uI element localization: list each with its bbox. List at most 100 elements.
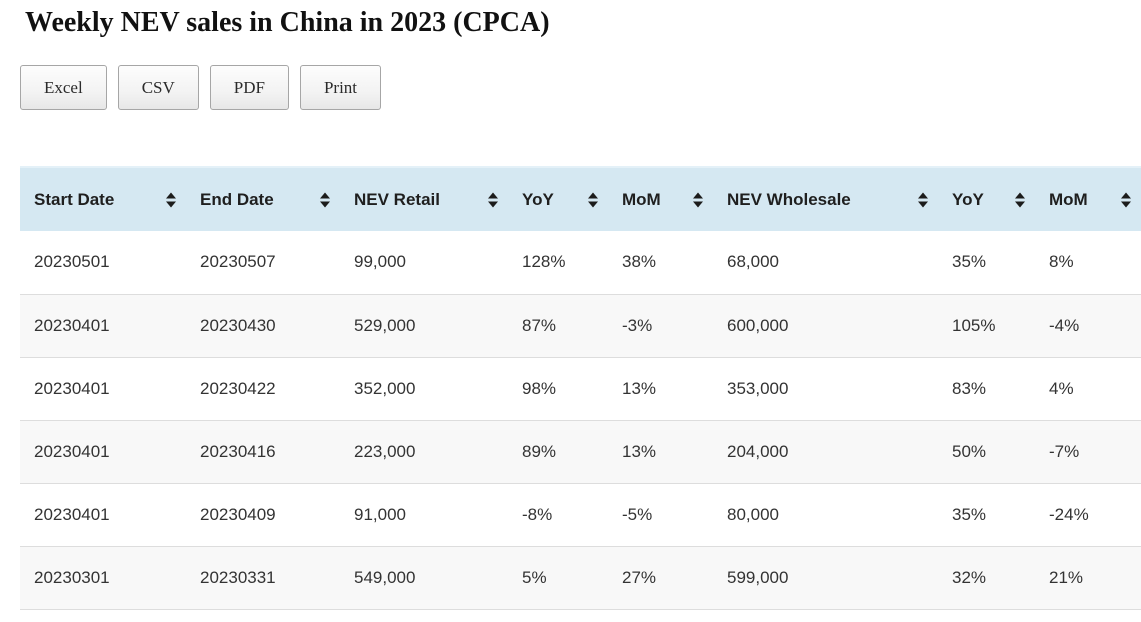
table-cell-retail-yoy: -8% — [522, 504, 553, 524]
table-row: 20230401 20230416 223,000 89% 13% 204,000 50% -… — [20, 420, 1141, 483]
table-cell-wholesale-mom: 4% — [1049, 378, 1074, 398]
table-wrap: Start Date End Date NEV Retail YoY MoM NEV Wh… — [20, 166, 1141, 610]
sort-updown-icon — [320, 192, 330, 207]
sort-down-arrow — [166, 201, 176, 207]
excel-button[interactable]: Excel — [20, 65, 107, 110]
sort-up-arrow — [166, 192, 176, 198]
table-cell-wholesale-yoy: 35% — [952, 252, 987, 272]
table-cell-nev-wholesale: 68,000 — [727, 252, 779, 272]
sort-down-arrow — [320, 201, 330, 207]
table-row: 20230401 20230409 91,000 -8% -5% 80,000 35% -24… — [20, 483, 1141, 546]
table-cell-retail-mom: 27% — [622, 567, 657, 587]
table-cell-retail-mom: -3% — [622, 315, 653, 335]
table-row: 20230401 20230422 352,000 98% 13% 353,000 83% 4… — [20, 357, 1141, 420]
table-row: 20230301 20230331 549,000 5% 27% 599,000 32% 21… — [20, 546, 1141, 609]
table-cell-nev-wholesale: 600,000 — [727, 315, 789, 335]
table-cell-nev-retail: 529,000 — [354, 315, 416, 335]
sort-up-arrow — [1015, 192, 1025, 198]
column-header-label: Start Date — [34, 189, 115, 209]
table-cell-wholesale-mom: 8% — [1049, 252, 1074, 272]
sort-up-arrow — [918, 192, 928, 198]
table-cell-start-date: 20230401 — [34, 504, 110, 524]
table-cell-wholesale-yoy: 105% — [952, 315, 996, 335]
column-header-wholesale-mom[interactable]: MoM — [1035, 166, 1141, 231]
sort-up-arrow — [693, 192, 703, 198]
column-header-end-date[interactable]: End Date — [186, 166, 340, 231]
table-body: 20230501 20230507 99,000 128% 38% 68,000 35% 8%… — [20, 231, 1141, 609]
table-cell-nev-retail: 223,000 — [354, 441, 416, 461]
sort-down-arrow — [588, 201, 598, 207]
table-cell-retail-yoy: 128% — [522, 252, 566, 272]
csv-button[interactable]: CSV — [117, 65, 199, 110]
table-cell-nev-retail: 99,000 — [354, 252, 406, 272]
table-cell-wholesale-mom: 21% — [1049, 567, 1084, 587]
table-cell-wholesale-mom: -24% — [1049, 504, 1089, 524]
table-cell-wholesale-mom: -4% — [1049, 315, 1080, 335]
column-header-retail-mom[interactable]: MoM — [608, 166, 713, 231]
table-cell-wholesale-mom: -7% — [1049, 441, 1080, 461]
table-cell-retail-yoy: 89% — [522, 441, 557, 461]
table-cell-wholesale-yoy: 32% — [952, 567, 987, 587]
table-cell-retail-mom: -5% — [622, 504, 653, 524]
header-row: Start Date End Date NEV Retail YoY MoM NEV Wh… — [20, 166, 1141, 231]
table-cell-nev-wholesale: 204,000 — [727, 441, 789, 461]
sort-up-arrow — [488, 192, 498, 198]
export-toolbar: Excel CSV PDF Print — [20, 65, 1141, 110]
sort-updown-icon — [488, 192, 498, 207]
table-cell-nev-wholesale: 599,000 — [727, 567, 789, 587]
sort-down-arrow — [1015, 201, 1025, 207]
column-header-label: NEV Retail — [354, 189, 440, 209]
column-header-retail-yoy[interactable]: YoY — [508, 166, 608, 231]
table-cell-nev-wholesale: 80,000 — [727, 504, 779, 524]
table-cell-start-date: 20230501 — [34, 252, 110, 272]
column-header-label: MoM — [622, 189, 661, 209]
table-cell-nev-retail: 549,000 — [354, 567, 416, 587]
table-cell-retail-yoy: 5% — [522, 567, 547, 587]
column-header-label: NEV Wholesale — [727, 189, 851, 209]
sort-down-arrow — [1121, 201, 1131, 207]
table-row: 20230501 20230507 99,000 128% 38% 68,000 35% 8% — [20, 231, 1141, 294]
table-cell-end-date: 20230416 — [200, 441, 276, 461]
column-header-label: YoY — [952, 189, 984, 209]
sort-up-arrow — [588, 192, 598, 198]
table-cell-end-date: 20230507 — [200, 252, 276, 272]
sort-updown-icon — [588, 192, 598, 207]
pdf-button[interactable]: PDF — [209, 65, 289, 110]
sort-down-arrow — [488, 201, 498, 207]
page-title: Weekly NEV sales in China in 2023 (CPCA) — [25, 7, 550, 38]
print-button[interactable]: Print — [299, 65, 382, 110]
sort-updown-icon — [166, 192, 176, 207]
column-header-start-date[interactable]: Start Date — [20, 166, 186, 231]
sort-down-arrow — [693, 201, 703, 207]
table-cell-nev-retail: 91,000 — [354, 504, 406, 524]
table-cell-nev-wholesale: 353,000 — [727, 378, 789, 398]
sort-updown-icon — [693, 192, 703, 207]
column-header-label: MoM — [1049, 189, 1088, 209]
table-cell-start-date: 20230401 — [34, 315, 110, 335]
table-cell-end-date: 20230331 — [200, 567, 276, 587]
sort-updown-icon — [1015, 192, 1025, 207]
table-cell-end-date: 20230430 — [200, 315, 276, 335]
table-cell-start-date: 20230401 — [34, 441, 110, 461]
table-cell-end-date: 20230422 — [200, 378, 276, 398]
table-row: 20230401 20230430 529,000 87% -3% 600,000 105%… — [20, 294, 1141, 357]
table-cell-retail-mom: 13% — [622, 378, 657, 398]
sort-up-arrow — [1121, 192, 1131, 198]
table-cell-wholesale-yoy: 83% — [952, 378, 987, 398]
sort-updown-icon — [918, 192, 928, 207]
column-header-nev-retail[interactable]: NEV Retail — [340, 166, 508, 231]
table-cell-start-date: 20230301 — [34, 567, 110, 587]
table-cell-wholesale-yoy: 35% — [952, 504, 987, 524]
column-header-label: YoY — [522, 189, 554, 209]
nev-sales-table: Start Date End Date NEV Retail YoY MoM NEV Wh… — [20, 166, 1141, 610]
column-header-nev-wholesale[interactable]: NEV Wholesale — [713, 166, 938, 231]
table-cell-retail-mom: 38% — [622, 252, 657, 272]
table-cell-retail-mom: 13% — [622, 441, 657, 461]
table-cell-end-date: 20230409 — [200, 504, 276, 524]
column-header-label: End Date — [200, 189, 274, 209]
column-header-wholesale-yoy[interactable]: YoY — [938, 166, 1035, 231]
sort-down-arrow — [918, 201, 928, 207]
table-cell-nev-retail: 352,000 — [354, 378, 416, 398]
table-cell-retail-yoy: 98% — [522, 378, 557, 398]
table-cell-retail-yoy: 87% — [522, 315, 557, 335]
